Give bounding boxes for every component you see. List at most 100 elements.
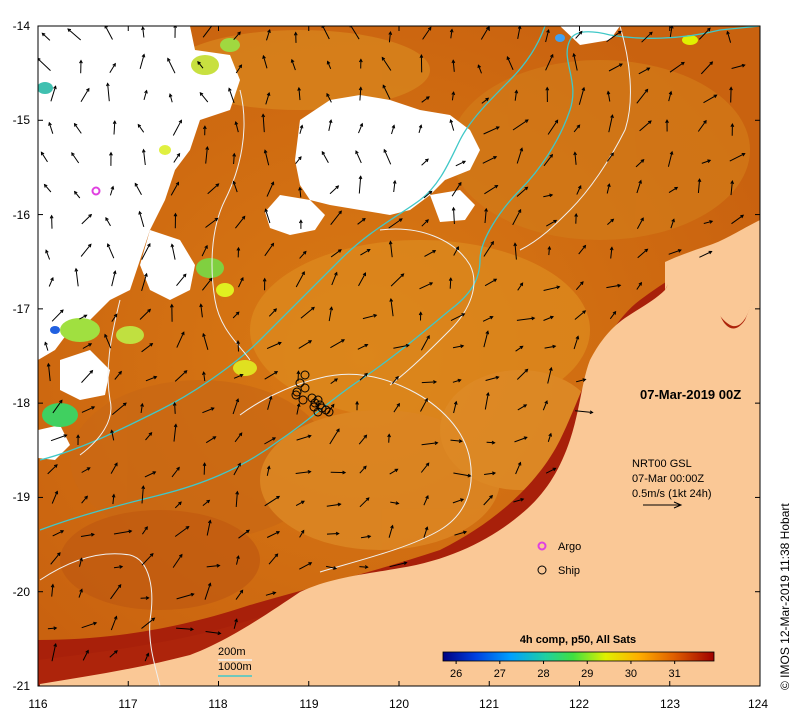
y-tick-label: -20 [13, 585, 31, 599]
current-arrow [450, 313, 465, 322]
current-arrow [204, 583, 211, 600]
current-arrow [107, 83, 110, 102]
current-arrow [176, 331, 185, 348]
current-arrow [81, 214, 92, 225]
current-arrow [328, 307, 333, 322]
current-arrow-head [113, 313, 118, 318]
current-arrow [669, 26, 673, 38]
current-arrow-head [299, 124, 304, 129]
current-arrow [80, 88, 90, 102]
current-arrow-head [235, 311, 240, 316]
current-arrow [171, 244, 176, 260]
current-arrow [232, 311, 240, 319]
current-arrow [81, 467, 91, 473]
current-arrow [484, 472, 496, 475]
current-arrow-head [578, 185, 582, 190]
current-arrow-head [449, 28, 454, 33]
current-arrow-head [477, 64, 482, 69]
current-arrow [548, 246, 550, 256]
current-arrow-head [302, 250, 307, 255]
current-arrow-head [53, 85, 57, 90]
current-arrow-head [173, 423, 178, 428]
current-arrow-head [140, 402, 144, 407]
current-arrow-head [84, 495, 88, 500]
current-arrow-head [199, 91, 204, 96]
current-arrow-head [610, 218, 615, 223]
current-arrow [513, 498, 524, 503]
current-arrow [67, 28, 82, 41]
current-arrow-head [217, 631, 222, 636]
current-arrow-head [572, 52, 576, 57]
current-arrow-head [523, 436, 528, 440]
current-arrow-head [45, 249, 49, 254]
colorbar-tick-label: 27 [494, 668, 506, 680]
current-arrow-head [147, 308, 152, 313]
contour-200m-d [79, 299, 121, 456]
current-arrow [576, 185, 582, 195]
x-tick-label: 121 [479, 697, 499, 711]
current-arrow-head [484, 207, 488, 212]
current-arrow-head [261, 113, 266, 118]
current-arrow [450, 29, 453, 39]
current-arrow-head [363, 434, 368, 439]
current-arrow-head [644, 248, 649, 253]
current-arrow-head [202, 125, 207, 130]
current-arrow-head [232, 152, 237, 157]
current-arrow-head [485, 97, 490, 102]
current-arrow-head [668, 90, 673, 95]
current-arrow [44, 184, 52, 193]
current-arrow-head [578, 30, 583, 35]
cloud-cover [38, 26, 620, 460]
current-arrow [232, 398, 239, 415]
current-arrow-head [451, 59, 456, 64]
current-arrow [170, 182, 179, 196]
current-arrow-head [112, 62, 116, 67]
current-arrow [268, 308, 277, 317]
current-arrow [420, 398, 428, 412]
current-arrow-head [232, 180, 237, 185]
current-arrow-head [460, 498, 465, 502]
current-arrow [113, 530, 132, 535]
current-arrow-head [326, 92, 330, 97]
current-arrow-head [298, 156, 302, 160]
current-arrow-head [489, 494, 494, 499]
land-mass [40, 255, 760, 686]
current-arrow [421, 158, 429, 166]
current-arrow-head [388, 30, 393, 35]
x-tick-label: 117 [118, 697, 137, 711]
current-arrow [359, 497, 370, 508]
current-arrow-head [169, 303, 174, 308]
current-arrow-head [311, 306, 315, 311]
current-arrow-head [106, 243, 111, 248]
current-arrow [266, 342, 282, 350]
current-arrow-head [262, 54, 266, 60]
current-arrow [330, 339, 345, 349]
current-arrow-head [549, 153, 554, 158]
current-arrow [701, 159, 711, 164]
current-arrow [638, 67, 650, 75]
current-arrow [109, 186, 114, 196]
current-arrow-head [553, 219, 558, 224]
current-arrow [453, 472, 471, 477]
current-arrow [104, 26, 113, 40]
current-arrow [543, 154, 553, 167]
current-arrow-head [618, 63, 623, 67]
date-label: 07-Mar-2019 00Z [640, 387, 741, 402]
current-arrow-head [433, 380, 438, 384]
current-arrow [295, 500, 305, 507]
current-arrow [449, 278, 452, 289]
current-arrow [114, 371, 122, 380]
current-arrow [609, 311, 617, 320]
depth-legend: 200m 1000m [218, 646, 252, 677]
current-arrow [547, 367, 552, 384]
current-arrow-head [574, 212, 578, 217]
current-arrow [606, 183, 610, 194]
current-arrow-head [398, 218, 403, 222]
current-arrow [172, 120, 182, 136]
current-arrow [173, 424, 177, 442]
current-arrow-head [434, 441, 439, 445]
current-arrow-head [669, 150, 674, 155]
current-arrow-head [506, 56, 511, 61]
current-arrow-head [109, 151, 113, 156]
current-arrow [299, 125, 303, 134]
